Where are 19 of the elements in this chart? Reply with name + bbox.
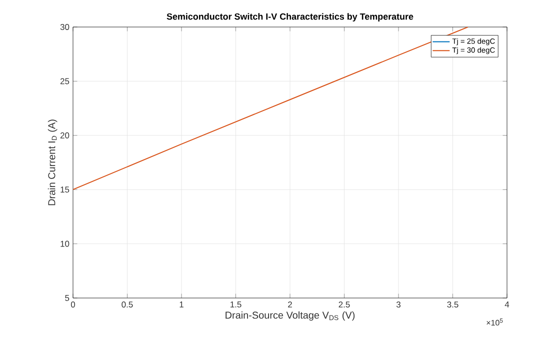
line-series: [73, 27, 468, 190]
y-axis-title: Drain Current I$_{D}$ (A): [48, 120, 58, 206]
x-tick-label: 2: [288, 302, 292, 308]
x-axis-title: Drain-Source Voltage V$_{DS}$ (V): [226, 311, 355, 321]
x-tick-label: 4: [504, 302, 510, 308]
y-tick-label: 20: [60, 132, 70, 138]
x-tick-label: 3.5: [447, 302, 458, 308]
chart-title: Semiconductor Switch I-V Characteristics by Temperature: [166, 13, 414, 22]
y-tick-label: 30: [60, 24, 70, 30]
x-tick-label: 0: [70, 302, 76, 308]
y-tick-label: 10: [60, 240, 70, 247]
x-tick-label: 3: [396, 302, 400, 308]
x-tick-label: 1: [180, 302, 184, 308]
y-tick-label: 5: [65, 295, 70, 301]
y-tick-label: 25: [60, 78, 70, 84]
y-tick-label: 15: [60, 186, 70, 193]
x-tick-label: 0.5: [122, 302, 133, 308]
x-tick-label: 2.5: [338, 302, 350, 308]
x-tick-label: 1.5: [230, 302, 242, 308]
